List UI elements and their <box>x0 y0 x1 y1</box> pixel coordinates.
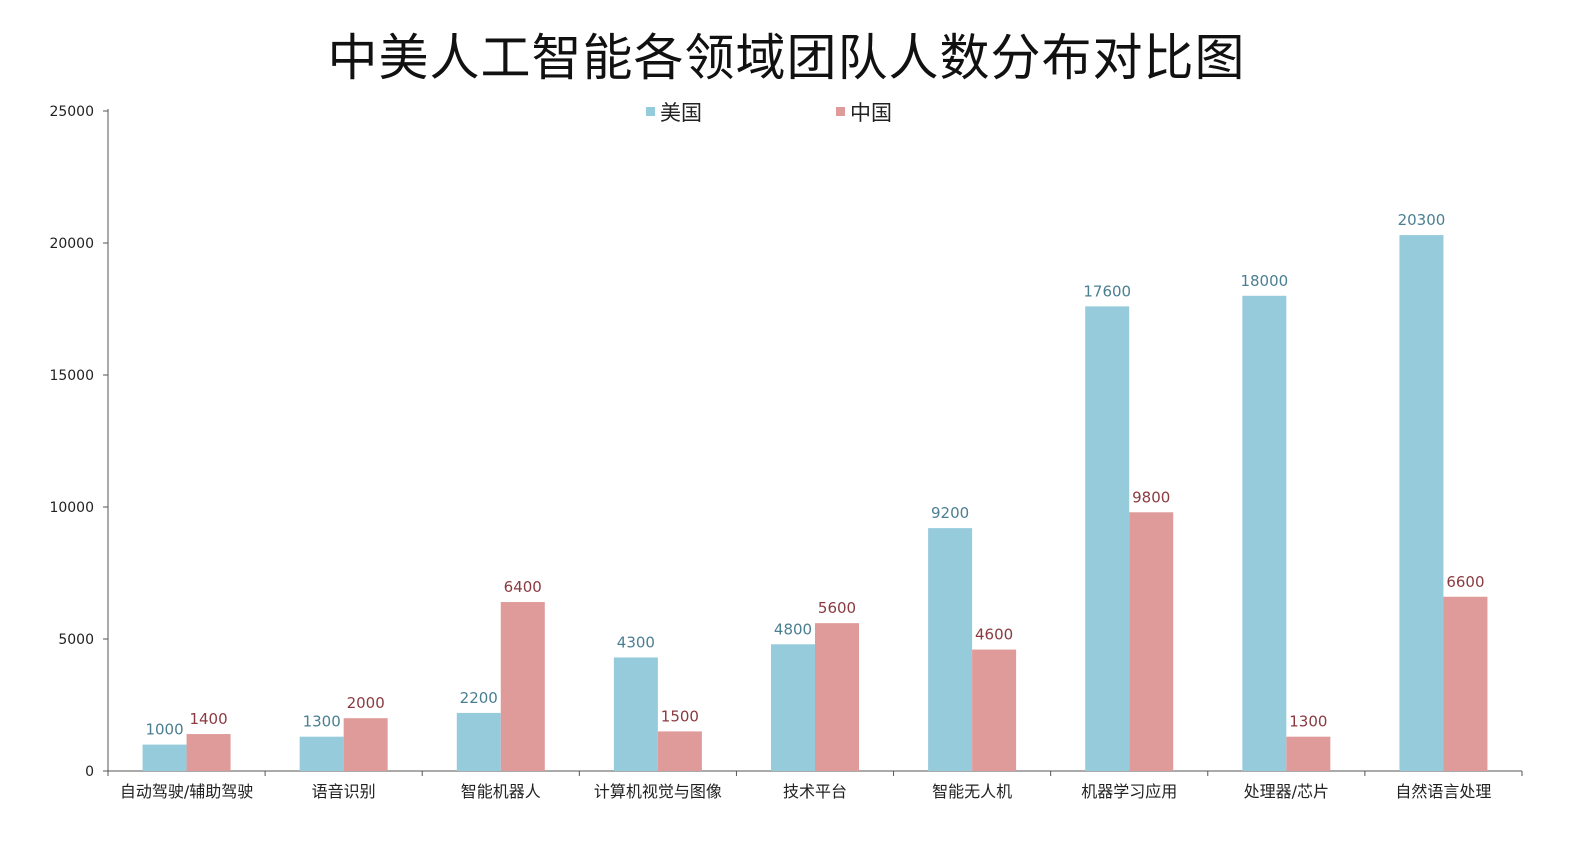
data-label: 6400 <box>504 578 542 596</box>
data-label: 6600 <box>1446 573 1484 591</box>
bar-usa <box>613 657 658 771</box>
bar-china <box>815 623 859 771</box>
y-tick-label: 15000 <box>49 368 94 384</box>
data-label: 1000 <box>145 721 183 739</box>
data-label: 9200 <box>931 504 969 522</box>
legend-swatch <box>836 107 845 116</box>
x-tick-label: 技术平台 <box>783 782 847 801</box>
bar-china <box>500 602 545 771</box>
chart-title: 中美人工智能各领域团队人数分布对比图 <box>327 29 1246 87</box>
x-tick-label: 计算机视觉与图像 <box>594 782 722 801</box>
y-tick-label: 0 <box>85 764 94 780</box>
data-label: 2200 <box>460 689 498 707</box>
data-label: 4300 <box>617 633 655 651</box>
x-tick-label: 智能机器人 <box>461 782 541 801</box>
data-label: 4600 <box>975 626 1013 644</box>
data-label: 1400 <box>189 710 227 728</box>
legend-label: 美国 <box>660 101 702 125</box>
x-tick-label: 语音识别 <box>312 782 376 801</box>
data-label: 17600 <box>1083 282 1131 300</box>
data-label: 4800 <box>774 620 812 638</box>
y-tick-label: 10000 <box>49 500 94 516</box>
data-label: 20300 <box>1398 211 1446 229</box>
value-labels: 1000 1300 2200 4300 4800 9200 17600 18000 20300 1… <box>145 211 1484 739</box>
y-tick-label: 20000 <box>49 236 94 252</box>
data-label: 1300 <box>303 713 341 731</box>
legend-swatch <box>646 107 655 116</box>
data-label: 5600 <box>818 599 856 617</box>
bar-china <box>1443 596 1488 771</box>
bar-usa <box>1085 306 1130 771</box>
legend: 美国 中国 <box>646 101 892 125</box>
x-tick-label: 自动驾驶/辅助驾驶 <box>120 782 253 801</box>
bar-china <box>972 649 1017 771</box>
bars <box>142 235 1488 771</box>
bar-usa <box>299 736 344 771</box>
data-label: 2000 <box>347 694 385 712</box>
x-tick-label: 机器学习应用 <box>1081 782 1177 801</box>
bar-china <box>1286 736 1331 771</box>
bar-usa <box>456 712 501 771</box>
bar-usa <box>1242 295 1287 771</box>
data-label: 1300 <box>1289 713 1327 731</box>
bar-usa <box>771 644 815 771</box>
bar-usa <box>1399 235 1444 771</box>
bar-china <box>343 718 388 771</box>
y-tick-label: 25000 <box>49 104 94 120</box>
bar-usa <box>928 528 973 771</box>
bar-china <box>186 734 231 771</box>
y-tick-label: 5000 <box>58 632 94 648</box>
data-label: 18000 <box>1240 272 1288 290</box>
data-label: 9800 <box>1132 488 1170 506</box>
x-tick-label: 智能无人机 <box>932 782 1012 801</box>
legend-label: 中国 <box>850 101 892 125</box>
x-tick-label: 处理器/芯片 <box>1244 782 1329 801</box>
bar-china <box>657 731 702 771</box>
bar-china <box>1129 512 1174 771</box>
x-tick-label: 自然语言处理 <box>1395 782 1491 801</box>
bar-usa <box>142 744 187 771</box>
data-label: 1500 <box>661 707 699 725</box>
